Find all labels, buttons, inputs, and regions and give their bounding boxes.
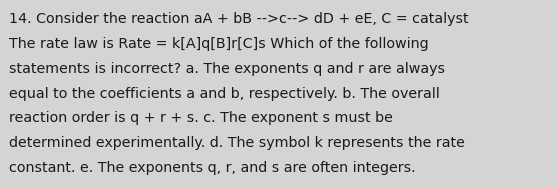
Text: reaction order is q + r + s. c. The exponent s must be: reaction order is q + r + s. c. The expo… bbox=[9, 111, 393, 125]
Text: determined experimentally. d. The symbol k represents the rate: determined experimentally. d. The symbol… bbox=[9, 136, 465, 150]
Text: 14. Consider the reaction aA + bB -->c--> dD + eE, C = catalyst: 14. Consider the reaction aA + bB -->c--… bbox=[9, 12, 469, 26]
Text: The rate law is Rate = k[A]q[B]r[C]s Which of the following: The rate law is Rate = k[A]q[B]r[C]s Whi… bbox=[9, 37, 429, 51]
Text: statements is incorrect? a. The exponents q and r are always: statements is incorrect? a. The exponent… bbox=[9, 62, 445, 76]
Text: equal to the coefficients a and b, respectively. b. The overall: equal to the coefficients a and b, respe… bbox=[9, 87, 440, 101]
Text: constant. e. The exponents q, r, and s are often integers.: constant. e. The exponents q, r, and s a… bbox=[9, 161, 416, 175]
